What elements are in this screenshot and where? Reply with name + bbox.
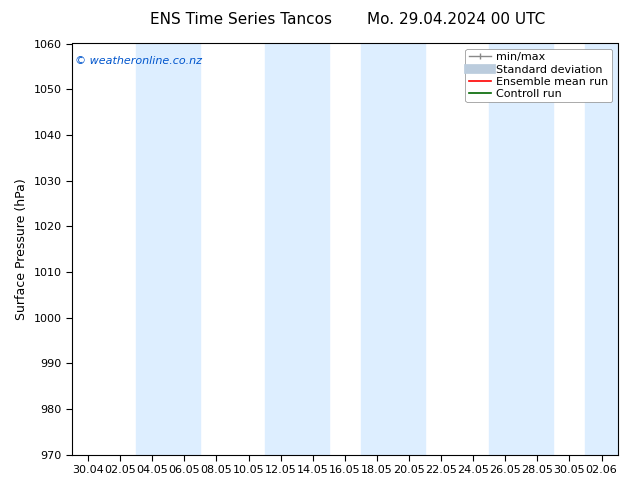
Text: © weatheronline.co.nz: © weatheronline.co.nz [75, 56, 202, 66]
Bar [585, 44, 618, 455]
Legend: min/max, Standard deviation, Ensemble mean run, Controll run: min/max, Standard deviation, Ensemble me… [465, 49, 612, 102]
Bar [136, 44, 200, 455]
Y-axis label: Surface Pressure (hPa): Surface Pressure (hPa) [15, 178, 28, 320]
Text: ENS Time Series Tancos: ENS Time Series Tancos [150, 12, 332, 27]
Bar [489, 44, 553, 455]
Text: Mo. 29.04.2024 00 UTC: Mo. 29.04.2024 00 UTC [367, 12, 546, 27]
Bar [361, 44, 425, 455]
Bar [264, 44, 329, 455]
